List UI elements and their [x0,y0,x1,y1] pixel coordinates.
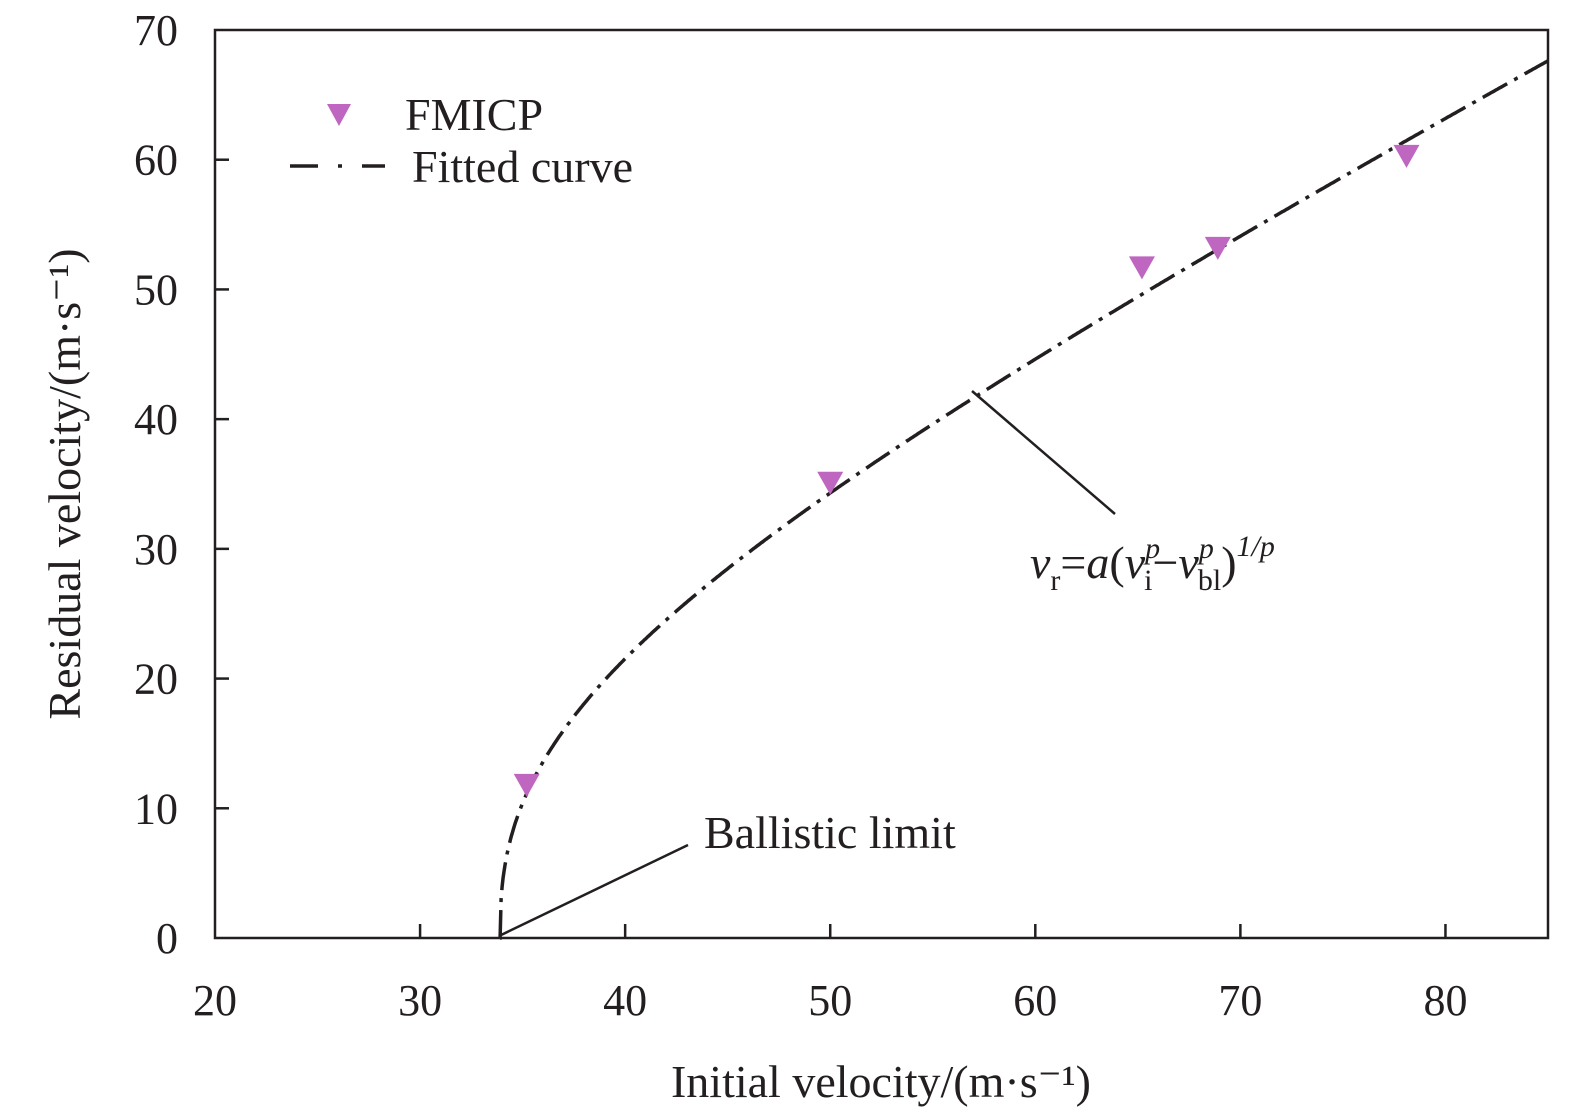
fmicp-data-point [1204,236,1231,260]
x-tick-label: 80 [1423,976,1467,1025]
y-tick-label: 70 [134,6,178,55]
y-tick-label: 0 [156,914,178,963]
x-tick-label: 70 [1218,976,1262,1025]
y-tick-label: 10 [134,784,178,833]
fitted-curve-line [498,59,1549,940]
y-tick-label: 20 [134,655,178,704]
ballistic-limit-leader-line [498,843,689,938]
fmicp-data-point [817,471,844,495]
x-tick-label: 40 [603,976,647,1025]
x-tick-label: 60 [1013,976,1057,1025]
legend-label-fmicp: FMICP [405,89,543,140]
ballistic-limit-label: Ballistic limit [704,807,956,858]
formula-leader-line [971,390,1116,515]
fmicp-data-point [1393,144,1420,168]
y-tick-label: 50 [134,265,178,314]
plot-frame [213,28,1550,940]
y-tick-label: 30 [134,525,178,574]
legend-marker-fmicp [327,104,351,126]
fmicp-data-point [513,773,540,797]
x-tick-label: 50 [808,976,852,1025]
x-axis-label: Initial velocity/(m·s⁻¹) [671,1056,1091,1107]
fmicp-data-point [1128,256,1155,280]
formula-annotation: vr=a(vp i−vp bl)1/p [1030,530,1275,597]
x-tick-label: 20 [193,976,237,1025]
y-tick-label: 40 [134,395,178,444]
x-tick-label: 30 [398,976,442,1025]
y-tick-label: 60 [134,136,178,185]
y-axis-label: Residual velocity/(m·s⁻¹) [39,248,90,719]
legend-label-fitted: Fitted curve [412,141,633,192]
